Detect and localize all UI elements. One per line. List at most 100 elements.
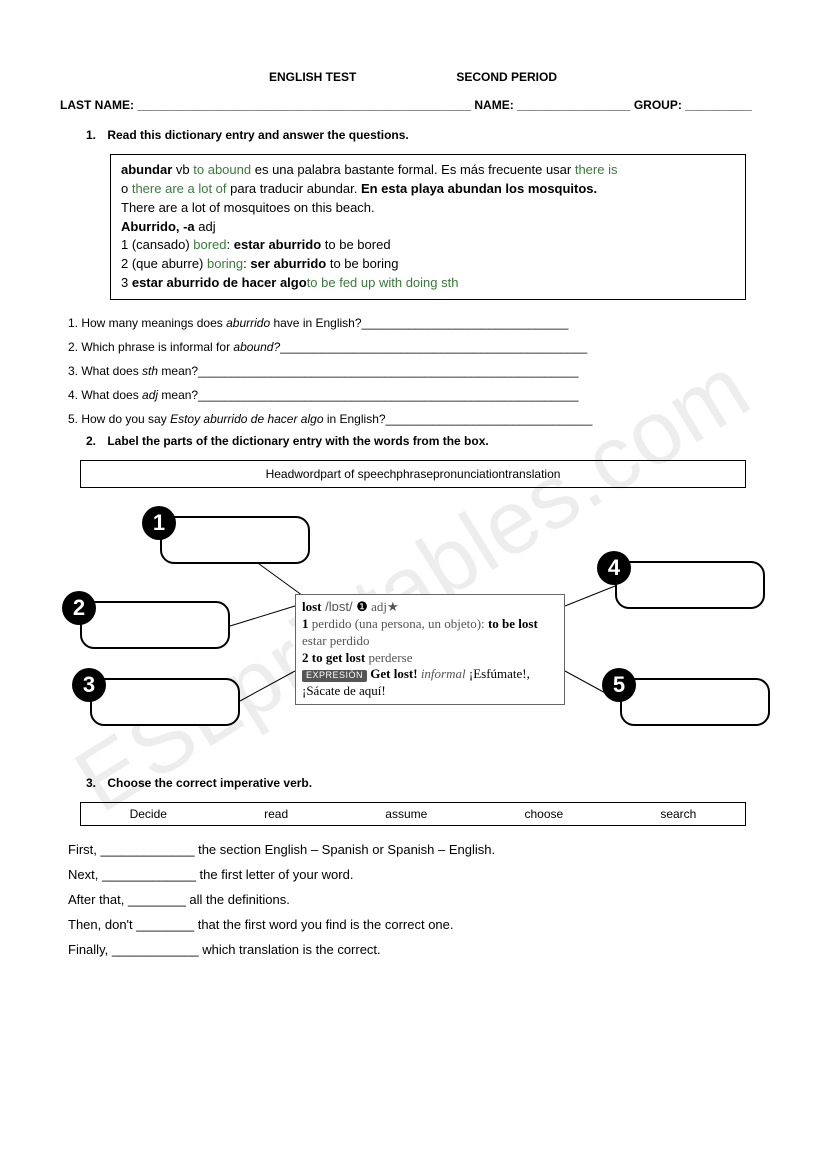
q-text: 1. How many meanings does	[68, 316, 226, 330]
dict-text: o	[121, 181, 132, 196]
header: ENGLISH TEST SECOND PERIOD	[60, 70, 766, 84]
subquestion-5[interactable]: 5. How do you say Estoy aburrido de hace…	[68, 410, 766, 428]
q-blank: have in English?________________________…	[270, 316, 568, 330]
q-blank: ________________________________________…	[280, 340, 587, 354]
labeling-diagram: 1 2 3 4 5 lost /lɒst/ ❶ adj★ 1 perdido (…	[70, 506, 756, 766]
entry-expression-label: EXPRESIÓN	[302, 670, 367, 682]
entry-phrase: 2 to get lost	[302, 650, 365, 665]
verb-option: choose	[524, 807, 563, 821]
entry-register: informal	[418, 666, 466, 681]
subquestion-2[interactable]: 2. Which phrase is informal for abound?_…	[68, 338, 766, 356]
subquestion-3[interactable]: 3. What does sth mean?__________________…	[68, 362, 766, 380]
dict-phrase: ser aburrido	[250, 256, 326, 271]
connector-line	[230, 606, 295, 626]
entry-pronunciation: /lɒst/	[322, 599, 357, 614]
verb-option: read	[264, 807, 288, 821]
dict-sense: 3	[121, 275, 132, 290]
header-title-1: ENGLISH TEST	[269, 70, 356, 84]
dict-text: to be bored	[321, 237, 390, 252]
label-bubble-3[interactable]	[90, 678, 240, 726]
entry-pos: adj★	[368, 599, 399, 614]
entry-headword: lost	[302, 599, 322, 614]
label-number-4: 4	[597, 551, 631, 585]
fill-sentence-1[interactable]: First, _____________ the section English…	[68, 842, 766, 857]
q-text: 4. What does	[68, 388, 142, 402]
subquestion-4[interactable]: 4. What does adj mean?__________________…	[68, 386, 766, 404]
dict-trans: to abound	[193, 162, 251, 177]
q2-number: 2.	[86, 434, 104, 448]
dict-example: En esta playa abundan los mosquitos.	[361, 181, 597, 196]
label-number-3: 3	[72, 668, 106, 702]
q1-number: 1.	[86, 128, 104, 142]
entry-translation: ¡Esfúmate!,	[466, 666, 530, 681]
dictionary-entry-lost: lost /lɒst/ ❶ adj★ 1 perdido (una person…	[295, 594, 565, 705]
q-italic: abound?	[233, 340, 280, 354]
fill-sentence-4[interactable]: Then, don't ________ that the first word…	[68, 917, 766, 932]
dict-text: :	[227, 237, 234, 252]
entry-expression: Get lost!	[367, 666, 418, 681]
dict-text: es una palabra bastante formal. Es más f…	[251, 162, 575, 177]
label-bubble-1[interactable]	[160, 516, 310, 564]
q3-text: Choose the correct imperative verb.	[107, 776, 312, 790]
dict-text: to be boring	[326, 256, 398, 271]
dict-phrase: estar aburrido	[234, 237, 321, 252]
q-italic: aburrido	[226, 316, 270, 330]
group-field[interactable]: GROUP: __________	[630, 98, 751, 112]
entry-gloss: perdido (una persona, un objeto):	[309, 616, 488, 631]
question-3-instruction: 3. Choose the correct imperative verb.	[86, 776, 766, 790]
dict-phrase: there is	[575, 162, 618, 177]
verb-bank-box: Decide read assume choose search	[80, 802, 746, 826]
entry-translation: estar perdido	[302, 633, 558, 650]
dict-sense: 2 (que aburre)	[121, 256, 207, 271]
fill-sentence-5[interactable]: Finally, ____________ which translation …	[68, 942, 766, 957]
question-2-instruction: 2. Label the parts of the dictionary ent…	[86, 434, 766, 448]
student-fields: LAST NAME: _____________________________…	[60, 98, 766, 112]
dict-sense: 1 (cansado)	[121, 237, 193, 252]
q-text: 2. Which phrase is informal for	[68, 340, 233, 354]
q-text: 3. What does	[68, 364, 142, 378]
verb-option: search	[660, 807, 696, 821]
connector-line	[240, 671, 295, 701]
dict-trans: to be fed up with doing sth	[307, 275, 459, 290]
label-bubble-2[interactable]	[80, 601, 230, 649]
name-field[interactable]: NAME: _________________	[471, 98, 630, 112]
q-italic: adj	[142, 388, 158, 402]
dict-text: para traducir abundar.	[227, 181, 361, 196]
label-number-5: 5	[602, 668, 636, 702]
dict-text: vb	[172, 162, 193, 177]
dict-example-trans: There are a lot of mosquitoes on this be…	[121, 199, 735, 218]
fill-sentence-3[interactable]: After that, ________ all the definitions…	[68, 892, 766, 907]
dictionary-entry-box: abundar vb to abound es una palabra bast…	[110, 154, 746, 300]
question-1-instruction: 1. Read this dictionary entry and answer…	[86, 128, 766, 142]
q3-number: 3.	[86, 776, 104, 790]
q-blank: in English?_____________________________…	[324, 412, 593, 426]
dict-phrase: estar aburrido de hacer algo	[132, 275, 307, 290]
fill-sentence-2[interactable]: Next, _____________ the first letter of …	[68, 867, 766, 882]
q-blank: mean?___________________________________…	[158, 388, 578, 402]
dict-headword-2: Aburrido, -a	[121, 219, 195, 234]
q2-text: Label the parts of the dictionary entry …	[107, 434, 488, 448]
dict-trans: boring	[207, 256, 243, 271]
dict-pos: adj	[195, 219, 216, 234]
label-number-1: 1	[142, 506, 176, 540]
word-bank-box: Headwordpart of speechphrasepronunciatio…	[80, 460, 746, 488]
q-text: 5. How do you say	[68, 412, 170, 426]
q-italic: sth	[142, 364, 158, 378]
q-italic: Estoy aburrido de hacer algo	[170, 412, 323, 426]
dict-trans: bored	[193, 237, 226, 252]
entry-symbol: ❶	[356, 599, 368, 614]
lastname-field[interactable]: LAST NAME: _____________________________…	[60, 98, 471, 112]
subquestion-1[interactable]: 1. How many meanings does aburrido have …	[68, 314, 766, 332]
entry-translation: perderse	[365, 650, 412, 665]
label-number-2: 2	[62, 591, 96, 625]
entry-translation: ¡Sácate de aquí!	[302, 683, 558, 700]
label-bubble-4[interactable]	[615, 561, 765, 609]
dict-phrase: there are a lot of	[132, 181, 227, 196]
verb-option: Decide	[130, 807, 167, 821]
header-title-2: SECOND PERIOD	[456, 70, 557, 84]
dict-headword: abundar	[121, 162, 172, 177]
verb-option: assume	[385, 807, 427, 821]
connector-line	[565, 586, 615, 606]
q1-text: Read this dictionary entry and answer th…	[107, 128, 408, 142]
label-bubble-5[interactable]	[620, 678, 770, 726]
